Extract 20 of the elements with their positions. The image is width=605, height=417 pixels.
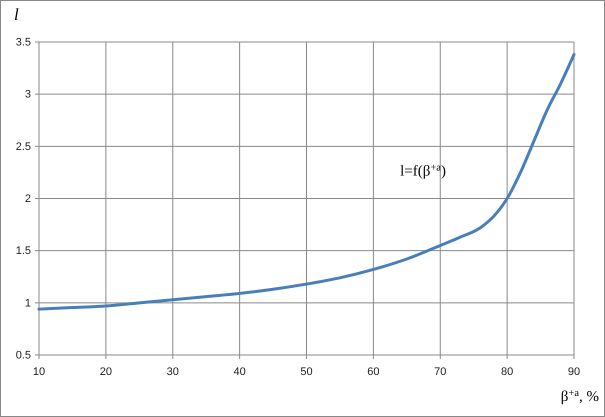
y-tick-label: 3 [24, 88, 31, 101]
y-tick-label: 2.5 [16, 140, 31, 153]
y-tick-label: 1 [24, 297, 31, 310]
x-tick-label: 50 [300, 366, 313, 378]
x-tick-label: 60 [367, 366, 380, 378]
y-tick-label: 2 [24, 193, 31, 206]
x-tick-label: 10 [32, 366, 46, 378]
text: l=f(β$^{+a}$) [400, 162, 446, 180]
y-axis-title: l [14, 5, 19, 24]
x-tick-label: 30 [166, 366, 179, 378]
y-tick-label: 0.5 [16, 350, 31, 362]
x-tick-label: 80 [501, 366, 514, 378]
line-series [38, 53, 576, 311]
x-tick-label: 90 [568, 366, 580, 378]
x-tick-label: 40 [234, 366, 246, 378]
x-tick-label: 20 [100, 366, 112, 378]
x-tick-label: 70 [434, 366, 446, 378]
y-tick-label: 3.5 [16, 36, 31, 49]
y-tick-label: 1.5 [16, 245, 31, 258]
x-axis-title: β$^{+a}$, % [560, 388, 599, 405]
